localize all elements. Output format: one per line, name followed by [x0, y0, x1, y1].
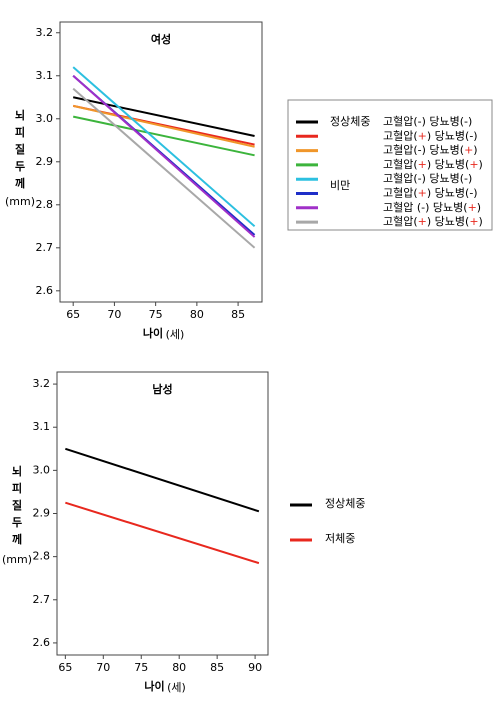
y-tick-label: 3.2 [33, 377, 51, 390]
legend-label: 고혈압(-) 당뇨병(-) [383, 114, 472, 128]
legend-group: 비만 [330, 179, 350, 192]
y-axis-label: 께 [12, 532, 22, 546]
x-tick-label: 65 [58, 661, 72, 674]
x-tick-label: 85 [231, 308, 245, 321]
x-tick-label: 70 [96, 661, 110, 674]
x-tick-label: 85 [210, 661, 224, 674]
y-tick-label: 2.8 [33, 550, 51, 563]
y-axis-label: 피 [15, 125, 25, 139]
y-tick-label: 3.2 [36, 26, 54, 39]
y-axis-label: 두 [12, 516, 22, 529]
series-line [72, 87, 256, 249]
x-tick-label: 90 [248, 661, 262, 674]
legend-label: 고혈압(+) 당뇨병(-) [383, 128, 478, 142]
chart-title: 여성 [151, 32, 171, 46]
y-tick-label: 2.6 [36, 284, 54, 297]
y-axis-label: 께 [15, 176, 25, 190]
y-tick-label: 2.7 [36, 241, 54, 254]
legend-label: 고혈압(+) 당뇨병(+) [383, 214, 483, 228]
y-axis-label: 두 [15, 160, 25, 173]
y-tick-label: 3.0 [36, 112, 54, 125]
x-tick-label: 75 [134, 661, 148, 674]
legend-label: 저체중 [325, 532, 355, 545]
legend-label: 정상체중 [325, 497, 365, 510]
plot-frame [56, 371, 269, 656]
x-tick-label: 75 [149, 308, 163, 321]
series-line [72, 66, 256, 228]
y-tick-label: 2.8 [36, 198, 54, 211]
y-tick-label: 2.6 [33, 636, 51, 649]
y-axis-label: 뇌 [12, 464, 22, 478]
x-tick-label: 70 [107, 308, 121, 321]
x-tick-label: 80 [172, 661, 186, 674]
y-tick-label: 2.7 [33, 593, 51, 606]
legend-label: 고혈압(-) 당뇨병(-) [383, 171, 472, 185]
y-axis-label: 뇌 [15, 108, 25, 122]
series-line [72, 96, 255, 137]
y-tick-label: 3.0 [33, 463, 51, 476]
x-axis-unit: (세) [166, 328, 185, 341]
legend-box [287, 99, 493, 231]
x-tick-label: 65 [66, 308, 80, 321]
legend-label: 고혈압(-) 당뇨병(+) [383, 143, 478, 157]
y-tick-label: 2.9 [36, 155, 54, 168]
series-line [72, 115, 255, 157]
x-axis-unit: (세) [167, 681, 186, 694]
series-line [72, 75, 256, 238]
chart-title: 남성 [152, 382, 172, 396]
x-axis-label: 나이 [143, 326, 163, 340]
x-tick-label: 80 [190, 308, 204, 321]
legend-label: 고혈압(+) 당뇨병(+) [383, 157, 483, 171]
legend-label: 고혈압(+) 당뇨병(-) [383, 186, 478, 200]
plot-frame [59, 21, 263, 303]
y-axis-unit: (mm) [5, 195, 35, 208]
y-axis-label: 질 [12, 499, 22, 512]
y-tick-label: 3.1 [33, 420, 51, 433]
y-axis-unit: (mm) [2, 553, 32, 566]
y-axis-label: 피 [12, 481, 22, 495]
series-line [72, 104, 255, 148]
series-line [65, 447, 260, 513]
y-tick-label: 2.9 [33, 507, 51, 520]
legend-group: 정상체중 [330, 115, 370, 128]
y-axis-label: 질 [15, 143, 25, 156]
y-tick-label: 3.1 [36, 69, 54, 82]
legend-label: 고혈압 (-) 당뇨병(+) [383, 200, 481, 214]
series-line [65, 501, 260, 565]
x-axis-label: 나이 [144, 679, 164, 693]
